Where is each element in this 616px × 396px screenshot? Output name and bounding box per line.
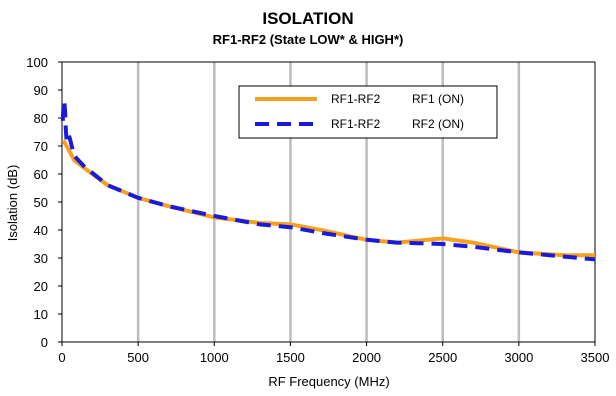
y-tick-label: 20 <box>34 279 48 294</box>
y-tick-label: 30 <box>34 251 48 266</box>
x-axis-label: RF Frequency (MHz) <box>268 374 389 389</box>
legend-state-rf2-on: RF2 (ON) <box>412 117 464 131</box>
x-tick-label: 2500 <box>428 350 457 365</box>
x-tick-label: 2000 <box>352 350 381 365</box>
x-tick-label: 3000 <box>504 350 533 365</box>
x-tick-label: 1500 <box>276 350 305 365</box>
y-tick-label: 70 <box>34 139 48 154</box>
x-tick-label: 500 <box>127 350 149 365</box>
y-tick-label: 40 <box>34 223 48 238</box>
series-group <box>60 99 596 262</box>
legend: RF1-RF2 RF1 (ON) RF1-RF2 RF2 (ON) <box>238 85 498 139</box>
y-axis-ticks: 0 10 20 30 40 50 60 70 80 90 100 <box>26 55 62 350</box>
chart-title: ISOLATION <box>262 9 353 28</box>
x-tick-label: 1000 <box>200 350 229 365</box>
chart-subtitle: RF1-RF2 (State LOW* & HIGH*) <box>213 32 404 47</box>
y-tick-label: 100 <box>26 55 48 70</box>
y-tick-label: 60 <box>34 167 48 182</box>
legend-box <box>238 85 498 139</box>
series-line-rf1-on <box>61 139 595 258</box>
y-tick-label: 90 <box>34 83 48 98</box>
x-tick-label: 0 <box>58 350 65 365</box>
x-tick-label: 3500 <box>581 350 610 365</box>
y-tick-label: 50 <box>34 195 48 210</box>
y-tick-label: 0 <box>41 335 48 350</box>
x-axis-ticks: 0 500 1000 1500 2000 2500 3000 3500 <box>58 342 609 365</box>
y-tick-label: 80 <box>34 111 48 126</box>
series-line-rf2-on <box>60 99 596 262</box>
legend-path-rf1-on: RF1-RF2 <box>331 92 381 106</box>
legend-path-rf2-on: RF1-RF2 <box>331 117 381 131</box>
y-tick-label: 10 <box>34 307 48 322</box>
y-axis-label: Isolation (dB) <box>5 165 20 242</box>
legend-state-rf1-on: RF1 (ON) <box>412 92 464 106</box>
